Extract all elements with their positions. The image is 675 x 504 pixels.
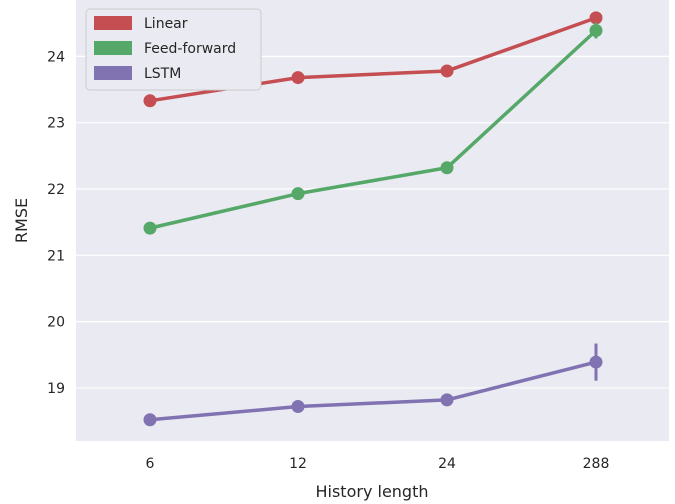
x-tick-label: 24 [438, 456, 456, 472]
data-point [589, 24, 603, 38]
series-feed-forward [143, 22, 603, 235]
y-tick-label: 21 [47, 248, 65, 264]
legend-label: Linear [144, 16, 188, 32]
series-lstm [143, 343, 603, 427]
series-line-feed-forward [149, 29, 598, 230]
data-point [291, 71, 305, 85]
x-tick-label: 6 [146, 456, 155, 472]
data-point [440, 161, 454, 175]
data-point [440, 393, 454, 407]
x-tick-label: 288 [583, 456, 610, 472]
legend-label: LSTM [144, 66, 181, 82]
data-point [143, 413, 157, 427]
data-point [589, 355, 603, 369]
data-point [143, 94, 157, 108]
x-axis-label: History length [315, 482, 428, 501]
legend-swatch [94, 16, 132, 30]
data-point [291, 187, 305, 201]
legend-swatch [94, 41, 132, 55]
legend: Linear Feed-forward LSTM [85, 8, 262, 91]
x-tick-label: 12 [289, 456, 307, 472]
data-point [143, 221, 157, 235]
legend-label: Feed-forward [144, 41, 236, 57]
y-tick-label: 22 [47, 182, 65, 198]
y-tick-label: 23 [47, 116, 65, 132]
y-tick-labels: 19 20 21 22 23 24 [47, 49, 65, 397]
y-tick-label: 20 [47, 315, 65, 331]
y-axis-label: RMSE [12, 198, 31, 243]
series-group [143, 11, 603, 427]
data-point [440, 64, 454, 78]
x-tick-labels: 6 12 24 288 [146, 456, 610, 472]
legend-swatch [94, 66, 132, 80]
y-tick-label: 24 [47, 49, 65, 65]
data-point [589, 11, 603, 25]
series-line-lstm [149, 360, 597, 422]
data-point [291, 400, 305, 414]
y-tick-label: 19 [47, 381, 65, 397]
